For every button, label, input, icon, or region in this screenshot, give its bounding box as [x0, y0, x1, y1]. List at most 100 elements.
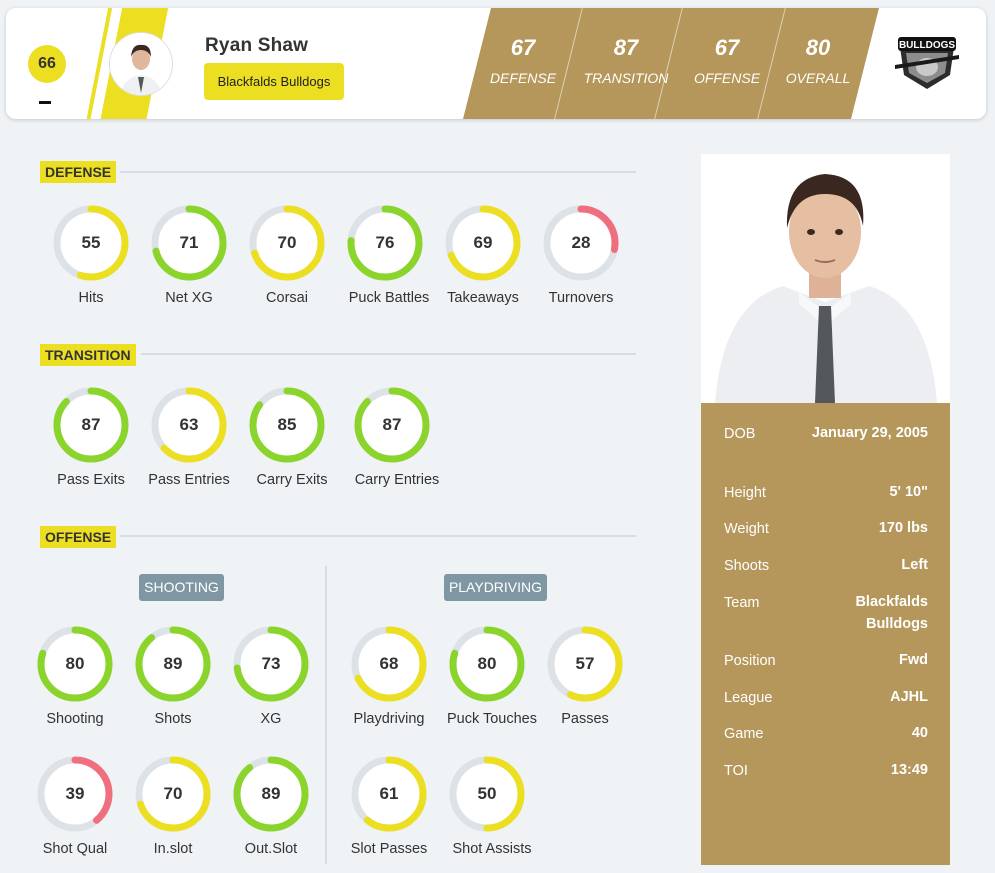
gauge-value: 89 — [163, 654, 183, 673]
gauge-progress — [354, 387, 430, 463]
gauge-value: 63 — [179, 415, 199, 434]
rating-label: DEFENSE — [489, 70, 557, 86]
gauge-ring — [351, 626, 427, 702]
subsection-shooting: SHOOTING — [139, 574, 224, 601]
info-key: Game — [724, 726, 764, 742]
stat-gauge: 70 — [248, 204, 326, 282]
section-title-defense: DEFENSE — [40, 161, 117, 183]
gauge-progress — [151, 205, 227, 281]
stat-gauge: 68 — [350, 625, 428, 703]
gauge-label: XG — [260, 711, 282, 727]
gauge-value: 80 — [477, 654, 497, 673]
gauge-progress — [445, 205, 521, 281]
gauge-value: 89 — [261, 784, 281, 803]
player-headshot — [109, 32, 173, 96]
gauge-progress — [135, 756, 211, 832]
rating-label: OFFENSE — [693, 70, 761, 86]
gauge-ring — [37, 756, 113, 832]
gauge-value: 57 — [575, 654, 595, 673]
offense-divider — [325, 566, 327, 864]
gauge-label: In.slot — [153, 841, 193, 857]
gauge-progress — [135, 626, 211, 702]
team-name-badge: Blackfalds Bulldogs — [204, 63, 344, 100]
gauge-value: 80 — [65, 654, 85, 673]
team-logo: BULLDOGS — [895, 37, 959, 89]
gauge-value: 61 — [379, 784, 399, 803]
rating-value: 67 — [510, 35, 536, 60]
stat-gauge: 55 — [52, 204, 130, 282]
stat-gauge: 80 — [448, 625, 526, 703]
player-photo-image — [701, 154, 950, 403]
gauge-value: 69 — [473, 233, 493, 252]
gauge-ring — [249, 387, 325, 463]
stat-gauge: 80 — [36, 625, 114, 703]
gauge-progress — [233, 756, 309, 832]
gauge-label: Slot Passes — [350, 841, 428, 857]
jersey-number-badge: 66 — [28, 45, 66, 83]
gauge-value: 73 — [261, 654, 281, 673]
info-key: Team — [724, 595, 760, 611]
info-key: Shoots — [724, 558, 770, 574]
gauge-progress — [543, 205, 619, 281]
rating-value: 67 — [714, 35, 740, 60]
rating-overall: 80 OVERALL — [768, 8, 868, 119]
rating-defense: 67 DEFENSE — [473, 8, 573, 119]
gauge-label: Turnovers — [548, 290, 614, 306]
info-value: Fwd — [899, 652, 928, 668]
gauge-progress — [347, 205, 423, 281]
gauge-ring — [37, 626, 113, 702]
gauge-label: Corsai — [266, 290, 308, 306]
dash-mark — [39, 101, 51, 104]
gauge-ring — [547, 626, 623, 702]
gauge-label: Puck Battles — [348, 290, 430, 306]
gauge-label: Pass Entries — [148, 472, 230, 488]
gauge-ring — [449, 626, 525, 702]
section-line — [120, 171, 636, 173]
gauge-label: Shooting — [46, 711, 104, 727]
rating-value: 80 — [805, 35, 831, 60]
logo-text: BULLDOGS — [899, 40, 955, 51]
gauge-label: Out.Slot — [244, 841, 298, 857]
stat-gauge: 39 — [36, 755, 114, 833]
stat-gauge: 89 — [134, 625, 212, 703]
gauge-ring — [351, 756, 427, 832]
stat-gauge: 63 — [150, 386, 228, 464]
stat-gauge: 87 — [52, 386, 130, 464]
info-value: 5' 10" — [889, 484, 928, 500]
gauge-label: Playdriving — [353, 711, 425, 727]
gauge-progress — [449, 626, 525, 702]
gauge-progress — [151, 387, 227, 463]
player-photo — [701, 154, 950, 403]
rating-label: OVERALL — [785, 70, 851, 86]
headshot-image — [110, 33, 172, 95]
stat-gauge: 57 — [546, 625, 624, 703]
section-title-offense: OFFENSE — [40, 526, 117, 548]
gauge-progress — [249, 387, 325, 463]
stat-gauge: 61 — [350, 755, 428, 833]
gauge-label: Hits — [78, 290, 104, 306]
rating-value: 87 — [613, 35, 639, 60]
gauge-progress — [249, 205, 325, 281]
subsection-playdriving: PLAYDRIVING — [444, 574, 547, 601]
gauge-label: Carry Entries — [354, 472, 440, 488]
gauge-value: 50 — [477, 784, 497, 803]
stat-gauge: 85 — [248, 386, 326, 464]
info-value: 40 — [911, 725, 928, 741]
gauge-ring — [354, 387, 430, 463]
gauge-value: 76 — [375, 233, 395, 252]
stat-gauge: 69 — [444, 204, 522, 282]
stat-gauge: 28 — [542, 204, 620, 282]
gauge-ring — [543, 205, 619, 281]
gauge-ring — [445, 205, 521, 281]
gauge-label: Takeaways — [447, 290, 519, 306]
gauge-progress — [53, 387, 129, 463]
gauge-label: Shot Qual — [42, 841, 108, 857]
gauge-ring — [347, 205, 423, 281]
gauge-progress — [53, 205, 129, 281]
gauge-progress — [37, 756, 113, 832]
rating-transition: 87 TRANSITION — [576, 8, 676, 119]
info-key: Height — [724, 485, 766, 501]
gauge-ring — [135, 756, 211, 832]
gauge-value: 39 — [65, 784, 85, 803]
section-title-transition: TRANSITION — [40, 344, 136, 366]
